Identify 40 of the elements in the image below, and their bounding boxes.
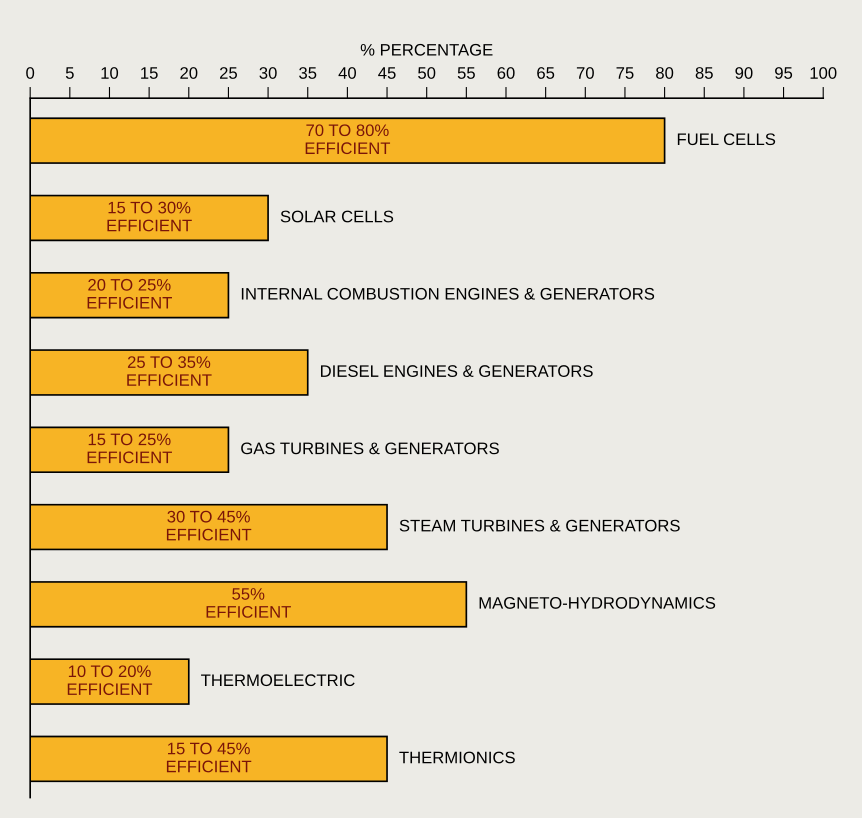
x-tick-label: 65	[537, 67, 554, 79]
y-tick-label: MAGNETO-HYDRODYNAMICS	[480, 597, 716, 609]
data-label: 15 TO 45% EFFICIENT	[166, 742, 252, 772]
y-tick-label: GAS TURBINES & GENERATORS	[241, 442, 499, 454]
data-label: 20 TO 25% EFFICIENT	[88, 278, 172, 309]
x-tick-label: 40	[338, 67, 356, 79]
data-label: 30 TO 45% EFFICIENT	[166, 510, 252, 541]
data-label: 15 TO 25% EFFICIENT	[88, 433, 172, 464]
x-tick-label: 5	[66, 67, 74, 79]
x-tick-label: 30	[259, 67, 277, 79]
y-tick-label: THERMOELECTRIC	[201, 674, 355, 686]
y-tick-label: INTERNAL COMBUSTION ENGINES & GENERATORS	[242, 288, 654, 300]
x-tick-label: 45	[378, 67, 396, 79]
x-tick-label: 35	[299, 67, 316, 79]
x-tick-label: 10	[101, 67, 118, 79]
x-tick-label: 25	[220, 67, 237, 79]
x-tick-label: 60	[498, 67, 515, 79]
x-tick-label: 20	[180, 67, 198, 79]
data-label: 25 TO 35% EFFICIENT	[127, 356, 212, 386]
y-tick-label: STEAM TURBINES & GENERATORS	[400, 520, 680, 532]
x-tick-label: 0	[26, 67, 34, 79]
x-tick-label: 85	[696, 67, 713, 79]
data-label: 70 TO 80% EFFICIENT	[306, 124, 390, 154]
x-tick-label: 70	[576, 67, 594, 79]
x-axis-title: % PERCENTAGE	[360, 44, 492, 56]
y-tick-label: DIESEL ENGINES & GENERATORS	[320, 365, 593, 377]
x-tick-label: 55	[458, 67, 475, 79]
data-label: 10 TO 20% EFFICIENT	[68, 665, 152, 696]
data-label: 15 TO 30% EFFICIENT	[107, 202, 192, 232]
x-tick-label: 75	[616, 67, 634, 79]
x-tick-label: 15	[141, 67, 158, 79]
x-tick-label: 100	[810, 67, 836, 79]
y-tick-label: THERMIONICS	[399, 752, 515, 764]
y-tick-label: FUEL CELLS	[678, 133, 776, 146]
x-tick-label: 95	[775, 67, 792, 79]
x-tick-label: 90	[735, 67, 753, 79]
x-tick-label: 80	[656, 67, 674, 79]
data-label: 55% EFFICIENT	[206, 588, 291, 618]
x-tick-label: 50	[418, 67, 436, 79]
y-tick-label: SOLAR CELLS	[280, 210, 394, 222]
